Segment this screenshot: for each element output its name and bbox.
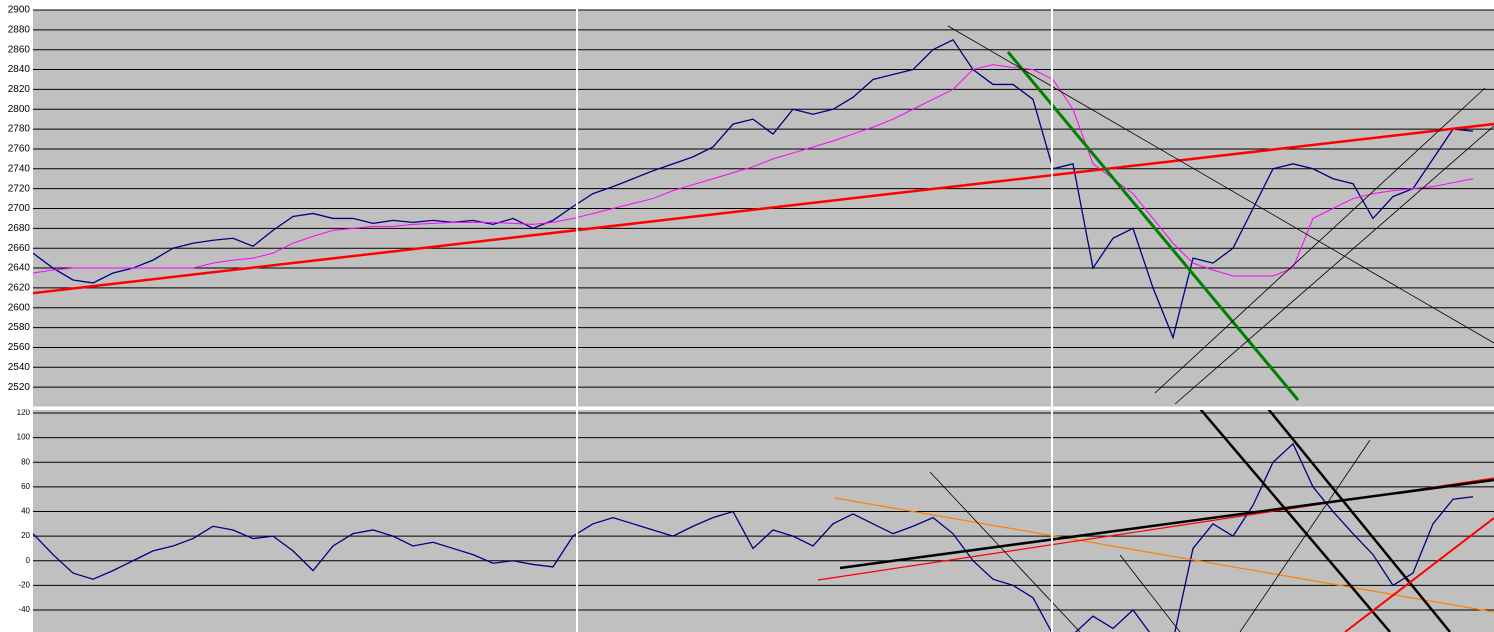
series-line [33, 38, 1474, 340]
y-tick-label: 40 [21, 507, 30, 516]
y-tick-label: 2520 [8, 382, 31, 393]
trend-line [1267, 410, 1451, 632]
trend-line [1154, 87, 1486, 394]
trend-line [1239, 439, 1371, 632]
y-tick-label: 2760 [8, 144, 31, 155]
y-tick-label: 2540 [8, 362, 31, 373]
y-tick-label: 2560 [8, 342, 31, 353]
y-tick-label: 120 [17, 408, 31, 417]
y-tick-label: 2840 [8, 64, 31, 75]
plot-lines [33, 38, 1474, 340]
y-tick-label: 2820 [8, 84, 31, 95]
y-tick-label: 2780 [8, 124, 31, 135]
y-tick-label: 2720 [8, 183, 31, 194]
y-tick-label: 60 [21, 482, 30, 491]
y-tick-label: 2600 [8, 302, 31, 313]
y-tick-label: 2620 [8, 283, 31, 294]
plot-lines [33, 442, 1474, 632]
trend-line [1006, 51, 1300, 401]
y-tick-label: 2880 [8, 24, 31, 35]
y-tick-label: 2660 [8, 243, 31, 254]
y-tick-label: -40 [18, 605, 30, 614]
trend-line [929, 471, 1081, 632]
trend-line [947, 25, 1494, 344]
trend-line [834, 497, 1494, 613]
series-line [33, 64, 1474, 277]
y-tick-label: 2680 [8, 223, 31, 234]
y-tick-label: 80 [21, 457, 30, 466]
y-tick-label: 100 [17, 433, 31, 442]
y-tick-label: 2800 [8, 104, 31, 115]
trend-lines [33, 25, 1494, 632]
y-tick-label: 2640 [8, 263, 31, 274]
y-tick-label: 2740 [8, 163, 31, 174]
trend-line [33, 122, 1494, 295]
y-tick-label: -20 [18, 580, 30, 589]
y-tick-label: 20 [21, 531, 30, 540]
y-tick-label: 2900 [8, 5, 31, 16]
trend-line [1174, 125, 1494, 405]
series-line [33, 442, 1474, 632]
trend-line [1344, 517, 1494, 632]
y-tick-label: 2700 [8, 203, 31, 214]
y-tick-label: 0 [26, 556, 31, 565]
plot-area [33, 410, 1494, 632]
y-tick-label: 2580 [8, 322, 31, 333]
trend-line [1119, 554, 1181, 632]
trend-line [1199, 410, 1391, 632]
y-tick-label: 2860 [8, 44, 31, 55]
trend-line [839, 478, 1494, 570]
